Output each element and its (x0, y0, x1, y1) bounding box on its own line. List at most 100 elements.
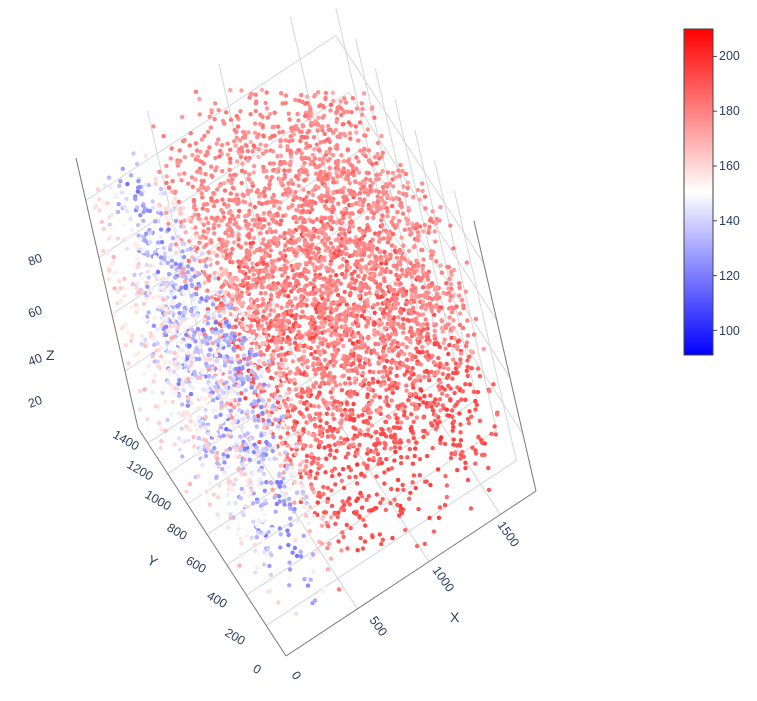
data-point (100, 201, 105, 206)
data-point (398, 281, 403, 286)
data-point (392, 497, 397, 502)
data-point (207, 393, 213, 398)
data-point (415, 406, 420, 411)
data-point (130, 282, 135, 287)
data-point (359, 313, 365, 319)
data-point (359, 101, 364, 106)
data-point (332, 455, 337, 460)
data-point (259, 468, 264, 473)
data-point (341, 343, 346, 349)
data-point (209, 196, 214, 201)
data-point (200, 327, 206, 332)
data-point (407, 271, 413, 276)
data-point (309, 325, 314, 331)
data-point (263, 143, 269, 148)
data-point (352, 249, 358, 255)
data-point (323, 241, 328, 247)
data-point (273, 509, 278, 514)
data-point (320, 256, 326, 262)
data-point (292, 479, 297, 485)
data-point (111, 260, 116, 265)
data-point (262, 217, 267, 223)
data-point (347, 443, 352, 448)
data-point (320, 426, 326, 431)
data-point (169, 189, 175, 194)
data-point (292, 377, 297, 383)
data-point (236, 264, 242, 270)
data-point (362, 197, 367, 202)
data-point (151, 323, 157, 328)
data-point (285, 318, 290, 324)
data-point (415, 275, 420, 280)
data-point (240, 462, 245, 467)
data-point (166, 221, 171, 226)
data-point (370, 180, 375, 186)
data-point (334, 332, 339, 337)
data-point (316, 344, 321, 350)
data-point (227, 370, 233, 375)
data-point (251, 170, 256, 175)
data-point (266, 274, 271, 280)
data-point (135, 244, 140, 249)
data-point (288, 190, 293, 195)
data-point (258, 248, 264, 253)
data-point (135, 307, 141, 313)
data-point (205, 149, 210, 154)
data-point (358, 148, 363, 153)
data-point (275, 281, 281, 286)
data-point (369, 248, 375, 253)
data-point (396, 168, 401, 173)
data-point (196, 435, 201, 441)
grid-line (348, 92, 498, 321)
data-point (152, 359, 157, 364)
data-point (304, 297, 309, 303)
data-point (277, 206, 282, 211)
data-point (377, 355, 382, 360)
data-point (345, 451, 351, 456)
data-point (302, 468, 307, 473)
data-point (278, 222, 283, 227)
data-point (202, 280, 207, 285)
data-point (136, 178, 141, 184)
data-point (189, 401, 194, 406)
data-point (261, 457, 266, 462)
data-point (312, 355, 317, 361)
data-point (400, 361, 405, 366)
data-point (214, 388, 220, 393)
data-point (225, 525, 231, 530)
data-point (418, 362, 424, 367)
data-point (219, 142, 225, 148)
data-point (355, 548, 360, 553)
data-point (377, 395, 382, 400)
data-point (250, 181, 255, 186)
data-point (325, 434, 331, 439)
data-point (389, 435, 395, 440)
data-point (432, 328, 437, 334)
data-point (264, 106, 270, 111)
data-point (150, 199, 155, 204)
data-point (144, 280, 149, 285)
data-point (157, 365, 163, 371)
data-point (295, 494, 300, 499)
data-point (209, 295, 214, 300)
data-point (118, 298, 124, 303)
data-point (233, 143, 238, 148)
data-point (407, 446, 412, 452)
data-point (254, 445, 259, 450)
data-point (262, 512, 267, 517)
data-point (442, 441, 448, 447)
data-point (248, 92, 253, 98)
data-point (144, 231, 149, 236)
data-point (362, 265, 367, 270)
data-point (248, 338, 253, 343)
data-point (275, 400, 281, 405)
data-point (168, 324, 173, 329)
data-point (219, 328, 224, 334)
data-point (439, 435, 444, 440)
data-point (128, 173, 134, 178)
data-point (270, 263, 275, 269)
data-point (407, 351, 413, 357)
data-point (420, 285, 426, 290)
data-point (214, 353, 219, 358)
